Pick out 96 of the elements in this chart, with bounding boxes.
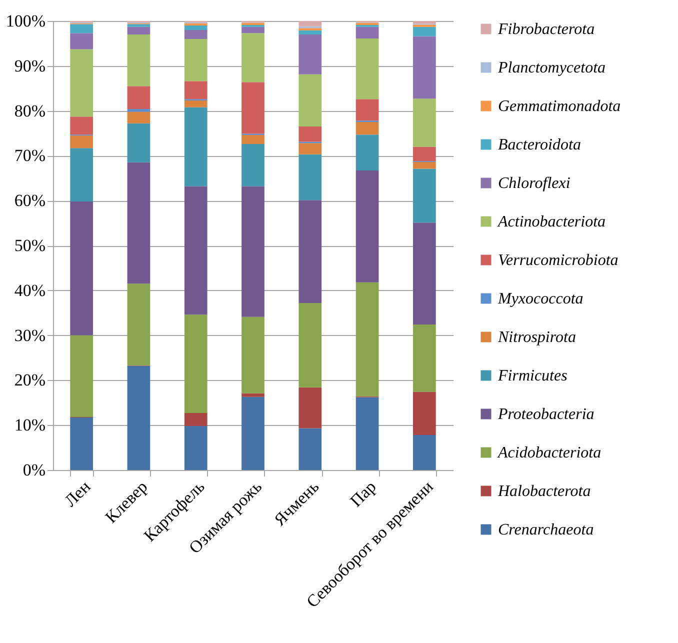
bar: [413, 36, 436, 99]
x-tick-label: Лен: [60, 477, 94, 510]
bar: [242, 396, 264, 470]
y-tick-label: 70%: [14, 146, 46, 166]
bar: [70, 148, 93, 202]
bar: [70, 417, 93, 470]
y-tick-label: 30%: [14, 326, 46, 345]
bar: [356, 38, 379, 100]
bar: [413, 26, 436, 36]
y-tick-label: 20%: [14, 370, 46, 390]
bar: [184, 412, 208, 426]
bar: [242, 33, 264, 82]
bar: [127, 123, 150, 162]
bar: [70, 24, 93, 34]
bar: [413, 434, 436, 470]
bar: [298, 34, 322, 74]
legend-label: Bacteroidota: [498, 136, 581, 154]
bar: [242, 393, 264, 397]
bar: [413, 21, 436, 24]
legend-label: Crenarchaeota: [498, 522, 594, 538]
bar: [242, 22, 264, 26]
x-tick-label: Пар: [346, 477, 380, 511]
bar: [184, 30, 208, 39]
bar: [242, 82, 264, 134]
bar: [70, 33, 93, 50]
bar: [127, 284, 150, 366]
bar: [356, 397, 379, 470]
bar: [413, 392, 436, 435]
legend-label: Halobacterota: [497, 483, 591, 500]
bar: [298, 126, 322, 142]
legend-label: Planctomycetota: [497, 60, 606, 76]
bar: [127, 112, 150, 124]
bar: [413, 162, 436, 169]
bar: [242, 26, 264, 34]
bar: [127, 366, 150, 470]
y-tick-label: 40%: [14, 280, 46, 300]
bar: [127, 109, 150, 112]
bar: [413, 222, 436, 325]
bar: [127, 162, 150, 284]
legend-label: Proteobacteria: [497, 406, 594, 423]
legend-label: Myxococcota: [497, 290, 584, 308]
bar: [184, 25, 208, 30]
bar: [298, 74, 322, 127]
legend-label: Nitrospirota: [497, 329, 576, 346]
bar: [356, 26, 379, 39]
legend-label: Firmicutes: [497, 368, 568, 384]
y-tick-label: 0%: [22, 460, 46, 480]
y-tick-label: 10%: [14, 416, 46, 435]
bar: [298, 21, 322, 26]
y-tick-label: 100%: [6, 12, 46, 30]
bar: [70, 135, 93, 148]
bar: [413, 98, 436, 147]
legend-label: Gemmatimonadota: [498, 98, 621, 115]
legend-label: Verrucomicrobiota: [498, 252, 618, 269]
legend-label: Fibrobacterota: [497, 21, 595, 38]
bar: [127, 24, 150, 27]
bar: [298, 302, 322, 388]
bar: [356, 282, 379, 396]
bar: [356, 99, 379, 121]
bar: [298, 387, 322, 428]
bar: [127, 86, 150, 110]
bar: [356, 122, 379, 135]
y-tick-label: 90%: [14, 56, 46, 76]
bar: [413, 324, 436, 392]
bar: [184, 38, 208, 82]
bar: [242, 135, 264, 144]
bar: [298, 30, 322, 34]
bar: [127, 34, 150, 86]
bar: [184, 107, 208, 186]
legend-label: Actinobacteriota: [497, 214, 606, 230]
bar: [70, 116, 93, 135]
bar: [184, 314, 208, 413]
bar: [70, 335, 93, 418]
y-tick-label: 50%: [14, 236, 46, 255]
bar: [184, 81, 208, 100]
legend-label: Acidobacteriota: [497, 444, 602, 462]
legend-label: Chloroflexi: [498, 175, 570, 192]
bar: [70, 49, 93, 117]
bar: [127, 26, 150, 34]
bar: [70, 202, 93, 336]
bar: [184, 426, 208, 470]
bar: [242, 186, 264, 317]
y-tick-label: 80%: [14, 101, 46, 120]
bar: [298, 154, 322, 200]
bar: [242, 316, 264, 394]
bar: [242, 144, 264, 186]
bar: [356, 170, 379, 282]
bar: [413, 168, 436, 223]
bar: [184, 186, 208, 315]
bar: [413, 146, 436, 162]
bar: [298, 143, 322, 154]
y-tick-label: 60%: [14, 191, 46, 210]
bar: [298, 200, 322, 303]
bar: [298, 428, 322, 470]
bar: [184, 100, 208, 108]
bar: [356, 134, 379, 171]
